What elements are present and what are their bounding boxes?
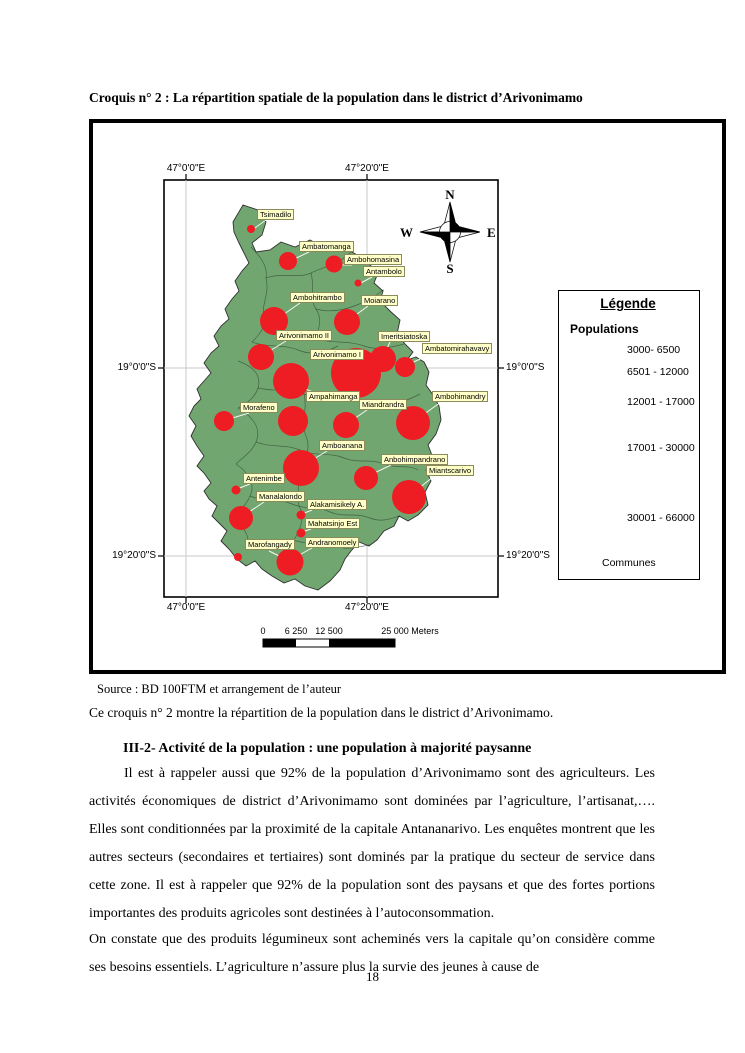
figure-title: Croquis n° 2 : La répartition spatiale d… (89, 90, 583, 105)
legend-communes-label: Communes (602, 557, 656, 569)
page-number: 18 (366, 969, 379, 984)
commune-label: Alakamisikely A. (307, 499, 368, 510)
commune-label: Ambohimandry (432, 391, 489, 402)
section-heading: III-2- Activité de la population : une p… (123, 741, 532, 756)
body-paragraph-2: On constate que des produits légumineux … (89, 932, 655, 975)
commune-label: Ambatomirahavavy (422, 343, 493, 354)
legend-class-label: 30001 - 66000 (627, 512, 695, 524)
commune-label: Miandrandra (359, 399, 408, 410)
figure-source: Source : BD 100FTM et arrangement de l’a… (97, 682, 342, 696)
axis-label-right-south: 19°20'0"S (506, 550, 550, 561)
commune-label: Imeritsiatoska (378, 331, 431, 342)
commune-label: Marofangady (245, 539, 295, 550)
axis-label-left-north: 19°0'0"S (117, 362, 156, 373)
commune-label: Manalalondo (256, 491, 305, 502)
commune-label: Morafeno (240, 402, 278, 413)
legend-title: Légende (600, 296, 656, 311)
commune-label: Anbohimpandrano (381, 454, 449, 465)
axis-label-left-south: 19°20'0"S (112, 550, 156, 561)
axis-label-top-left: 47°0'0"E (166, 163, 206, 174)
axis-label-bottom-right: 47°20'0"E (345, 602, 389, 613)
scale-tick-label: 0 (260, 626, 266, 636)
legend-class-label: 6501 - 12000 (627, 366, 689, 378)
axis-label-top-right: 47°20'0"E (345, 163, 389, 174)
commune-label: Antenimbe (243, 473, 285, 484)
commune-label: Mahatsinjo Est (305, 518, 361, 529)
legend-box (558, 290, 700, 580)
figure-caption: Ce croquis n° 2 montre la répartition de… (89, 705, 554, 720)
commune-label: Miantscarivo (426, 465, 475, 476)
commune-label: Ambohomasina (344, 254, 403, 265)
legend-class-label: 3000- 6500 (627, 344, 681, 356)
commune-label: Arivonimamo II (276, 330, 333, 341)
commune-label: Tsimadilo (257, 209, 295, 220)
legend-class-label: 17001 - 30000 (627, 442, 695, 454)
scale-end-label: 25 000 Meters (381, 626, 439, 636)
commune-label: Ambohitrambo (290, 292, 345, 303)
commune-label: Antambolo (363, 266, 405, 277)
axis-label-bottom-left: 47°0'0"E (166, 602, 206, 613)
legend-class-label: 12001 - 17000 (627, 396, 695, 408)
commune-label: Andranomoely (305, 537, 360, 548)
commune-label: Amboanana (319, 440, 366, 451)
scale-tick-label: 12 500 (315, 626, 343, 636)
axis-label-right-north: 19°0'0"S (506, 362, 545, 373)
body-paragraph-1: Il est à rappeler aussi que 92% de la po… (89, 766, 655, 921)
commune-label: Ampahimanga (306, 391, 361, 402)
commune-label: Ambatomanga (299, 241, 354, 252)
scale-tick-label: 6 250 (284, 626, 308, 636)
commune-label: Moiarano (361, 295, 399, 306)
legend-subtitle: Populations (570, 322, 639, 336)
commune-label: Arivonimamo I (310, 349, 364, 360)
